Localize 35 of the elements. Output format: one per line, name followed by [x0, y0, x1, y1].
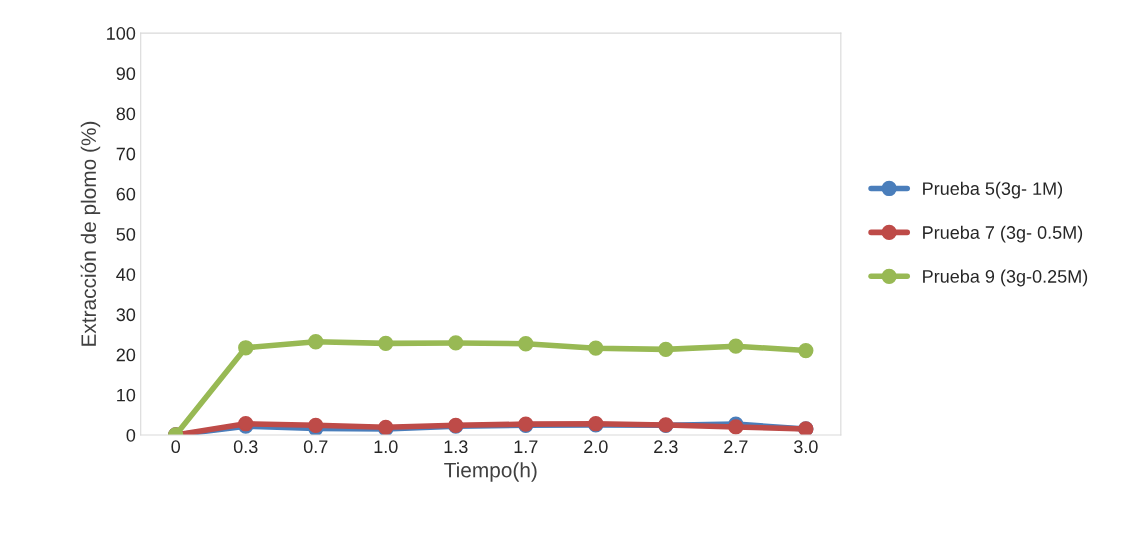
x-tick-label: 1.0: [374, 440, 398, 454]
point: [728, 338, 744, 354]
y-tick-label: 0: [126, 428, 136, 442]
legend-label: Prueba 7 (3g- 0.5M): [923, 225, 1083, 243]
point: [308, 334, 324, 350]
y-tick-label: 10: [117, 388, 136, 402]
point: [658, 341, 674, 358]
point: [238, 340, 254, 356]
y-tick-label: 20: [116, 348, 136, 362]
point: [448, 335, 464, 351]
x-tick-label: 0.3: [233, 440, 258, 454]
y-tick-label: 100: [107, 27, 136, 40]
x-axis-title: Tiempo(h): [444, 462, 537, 482]
legend-label: Prueba 9 (3g-0.25M): [923, 269, 1088, 287]
y-axis-title: Extracción de plomo (%): [80, 121, 101, 346]
y-tick-label: 70: [116, 147, 136, 161]
y-tick-label: 90: [116, 67, 136, 81]
point: [378, 335, 394, 351]
y-tick-label: 40: [116, 268, 136, 281]
y-tick-label: 30: [116, 308, 136, 322]
point: [518, 336, 534, 352]
x-tick-label: 1.3: [444, 440, 468, 454]
point: [588, 340, 604, 356]
x-tick-label: 2.3: [654, 440, 678, 454]
x-tick-label: 3.0: [793, 440, 818, 454]
y-tick-label: 60: [116, 187, 136, 201]
x-tick-label: 1.7: [514, 440, 538, 453]
y-tick-label: 50: [116, 227, 136, 241]
x-tick-label: 0.7: [303, 440, 328, 454]
legend-label: Prueba 5(3g- 1M): [923, 181, 1063, 199]
x-tick-label: 0: [171, 440, 181, 454]
point: [798, 342, 814, 359]
x-tick-label: 2.0: [584, 440, 608, 454]
y-tick-label: 80: [116, 107, 136, 121]
x-tick-label: 2.7: [724, 440, 748, 453]
